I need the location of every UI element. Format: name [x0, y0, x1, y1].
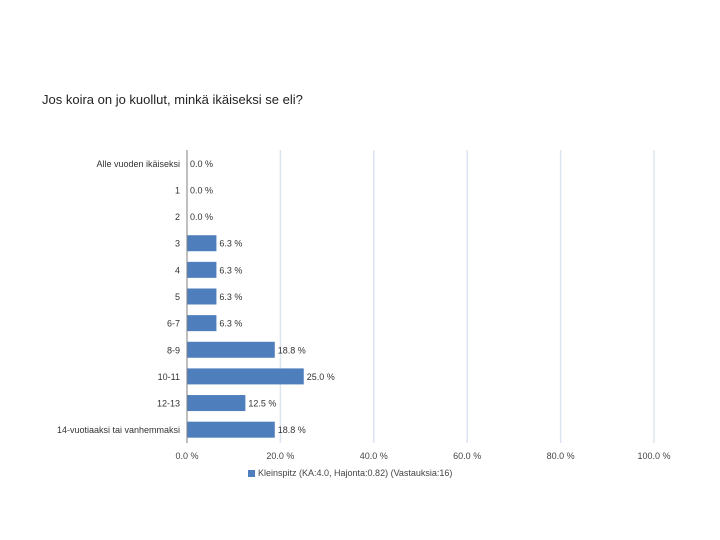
bar [187, 368, 304, 385]
x-tick-label: 60.0 % [453, 451, 481, 461]
bar [187, 261, 217, 278]
chart-title: Jos koira on jo kuollut, minkä ikäiseksi… [42, 92, 303, 107]
category-label: 14-vuotiaaksi tai vanhemmaksi [57, 425, 180, 435]
category-label: 6-7 [167, 319, 180, 329]
x-tick-label: 40.0 % [360, 451, 388, 461]
legend: Kleinspitz (KA:4.0, Hajonta:0.82) (Vasta… [248, 468, 452, 478]
bar [187, 235, 217, 252]
category-label: 3 [175, 239, 180, 249]
x-tick-label: 100.0 % [637, 451, 670, 461]
bar [187, 315, 217, 332]
data-label: 6.3 % [219, 319, 242, 329]
bar [187, 288, 217, 305]
x-tick-label: 20.0 % [266, 451, 294, 461]
category-label: 2 [175, 212, 180, 222]
category-label: Alle vuoden ikäiseksi [96, 159, 180, 169]
legend-label: Kleinspitz (KA:4.0, Hajonta:0.82) (Vasta… [258, 468, 453, 478]
legend-swatch [248, 469, 255, 477]
data-label: 18.8 % [278, 345, 306, 355]
category-label: 4 [175, 265, 180, 275]
data-label: 18.8 % [278, 425, 306, 435]
data-label: 6.3 % [219, 265, 242, 275]
data-label: 6.3 % [219, 239, 242, 249]
data-label: 25.0 % [307, 372, 335, 382]
category-label: 8-9 [167, 345, 180, 355]
category-label: 1 [175, 185, 180, 195]
x-tick-label: 0.0 % [175, 451, 198, 461]
data-label: 0.0 % [190, 212, 213, 222]
category-label: 10-11 [158, 372, 180, 382]
bar [187, 395, 246, 412]
x-tick-label: 80.0 % [547, 451, 575, 461]
data-label: 0.0 % [190, 159, 213, 169]
bar [187, 421, 275, 438]
bar [187, 341, 275, 358]
data-label: 12.5 % [248, 399, 276, 409]
data-label: 6.3 % [219, 292, 242, 302]
data-label: 0.0 % [190, 185, 213, 195]
category-label: 5 [175, 292, 180, 302]
category-label: 12-13 [157, 399, 180, 409]
